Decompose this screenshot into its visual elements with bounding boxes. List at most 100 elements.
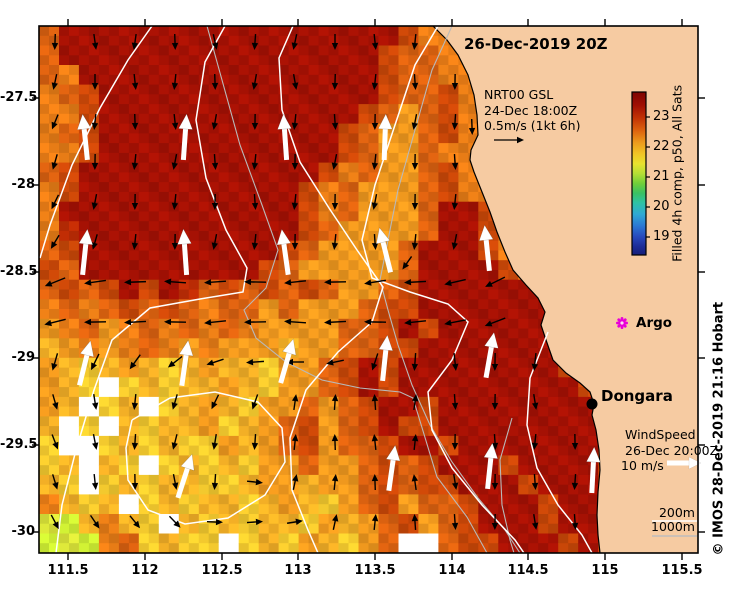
sst-cell: [538, 396, 549, 408]
sst-cell: [358, 55, 369, 66]
sst-cell: [69, 396, 80, 408]
sst-cell: [268, 133, 280, 144]
sst-cell: [498, 318, 509, 329]
sst-cell: [178, 191, 190, 203]
sst-cell: [298, 35, 309, 46]
sst-cell: [148, 143, 160, 154]
sst-cell: [408, 191, 419, 203]
sst-cell: [49, 94, 60, 105]
sst-cell: [98, 289, 110, 300]
sst-cell: [178, 84, 190, 95]
sst-cell: [558, 465, 569, 476]
sst-cell: [508, 474, 519, 486]
sst-cell: [488, 230, 499, 242]
sst-cell: [118, 113, 130, 124]
sst-cell: [288, 55, 299, 66]
dongara-label: Dongara: [601, 387, 673, 405]
sst-cell: [248, 45, 260, 56]
sst-cell: [528, 396, 539, 408]
sst-cell: [518, 514, 529, 525]
sst-cell: [508, 279, 519, 290]
sst-cell: [538, 465, 549, 476]
sst-cell: [588, 426, 599, 437]
sst-cell: [448, 328, 459, 339]
sst-cell: [348, 270, 359, 281]
sst-cell: [328, 35, 339, 46]
sst-cell: [39, 113, 50, 124]
sst-cell: [168, 426, 180, 437]
sst-cell: [288, 133, 299, 144]
sst-cell: [148, 435, 160, 447]
sst-cell: [368, 221, 379, 232]
sst-cell: [458, 514, 469, 525]
sst-cell: [148, 84, 160, 95]
sst-cell: [428, 406, 439, 417]
sst-cell: [148, 94, 160, 105]
sst-cell: [468, 94, 479, 105]
sst-cell: [148, 309, 160, 320]
sst-cell: [338, 514, 349, 525]
sst-cell: [148, 445, 160, 456]
sst-cell: [478, 416, 489, 427]
current-arrow: [51, 194, 60, 210]
sst-cell: [258, 94, 270, 105]
sst-cell: [128, 250, 140, 261]
sst-cell: [49, 35, 60, 46]
sst-cell: [438, 104, 449, 115]
current-arrow: [531, 352, 538, 371]
wind-arrow: [483, 331, 499, 379]
sst-cell: [328, 191, 339, 203]
sst-cell: [118, 377, 130, 388]
colorbar-value-20: 20: [653, 199, 670, 214]
sst-cell: [188, 74, 200, 85]
sst-cell: [59, 240, 70, 251]
sst-cell: [478, 533, 489, 544]
sst-cell: [378, 182, 389, 193]
sst-cell: [118, 309, 130, 320]
sst-cell: [458, 474, 469, 486]
sst-cell: [168, 84, 180, 95]
sst-cell: [248, 65, 260, 76]
sst-cell: [138, 279, 150, 290]
sst-cell: [468, 348, 479, 359]
sst-cell: [168, 523, 180, 534]
sst-cell: [548, 543, 559, 553]
sst-cell: [49, 65, 60, 76]
sst-cell: [558, 474, 569, 486]
sst-cell: [78, 270, 90, 281]
sst-cell: [108, 104, 120, 115]
sst-cell: [198, 133, 210, 144]
sst-cell: [468, 435, 479, 447]
sst-cell: [39, 152, 50, 164]
sst-cell: [208, 299, 220, 310]
sst-cell: [49, 172, 60, 183]
sst-cell: [49, 367, 60, 378]
sst-cell: [438, 35, 449, 46]
current-arrow: [164, 278, 187, 285]
sst-cell: [118, 74, 130, 85]
sst-cell: [378, 250, 389, 261]
sst-cell: [288, 494, 299, 505]
sst-cell: [78, 26, 90, 37]
sst-cell: [388, 504, 399, 515]
sst-cell: [78, 279, 90, 290]
sst-cell: [438, 474, 449, 486]
sst-cell: [108, 533, 120, 544]
sst-cell: [518, 445, 529, 456]
sst-cell: [418, 299, 429, 310]
sst-cell: [498, 367, 509, 378]
sst-cell: [168, 270, 180, 281]
current-arrow: [251, 73, 258, 90]
sst-cell: [408, 221, 419, 232]
sst-cell: [348, 299, 359, 310]
sst-cell: [268, 455, 280, 466]
wind-arrow: [375, 227, 393, 273]
sst-cell: [168, 143, 180, 154]
sst-cell: [188, 514, 200, 525]
sst-cell: [69, 289, 80, 300]
sst-cell: [448, 338, 459, 349]
sst-cell: [288, 279, 299, 290]
sst-cell: [478, 318, 489, 329]
sst-cell: [428, 260, 439, 271]
sst-cell: [358, 152, 369, 164]
